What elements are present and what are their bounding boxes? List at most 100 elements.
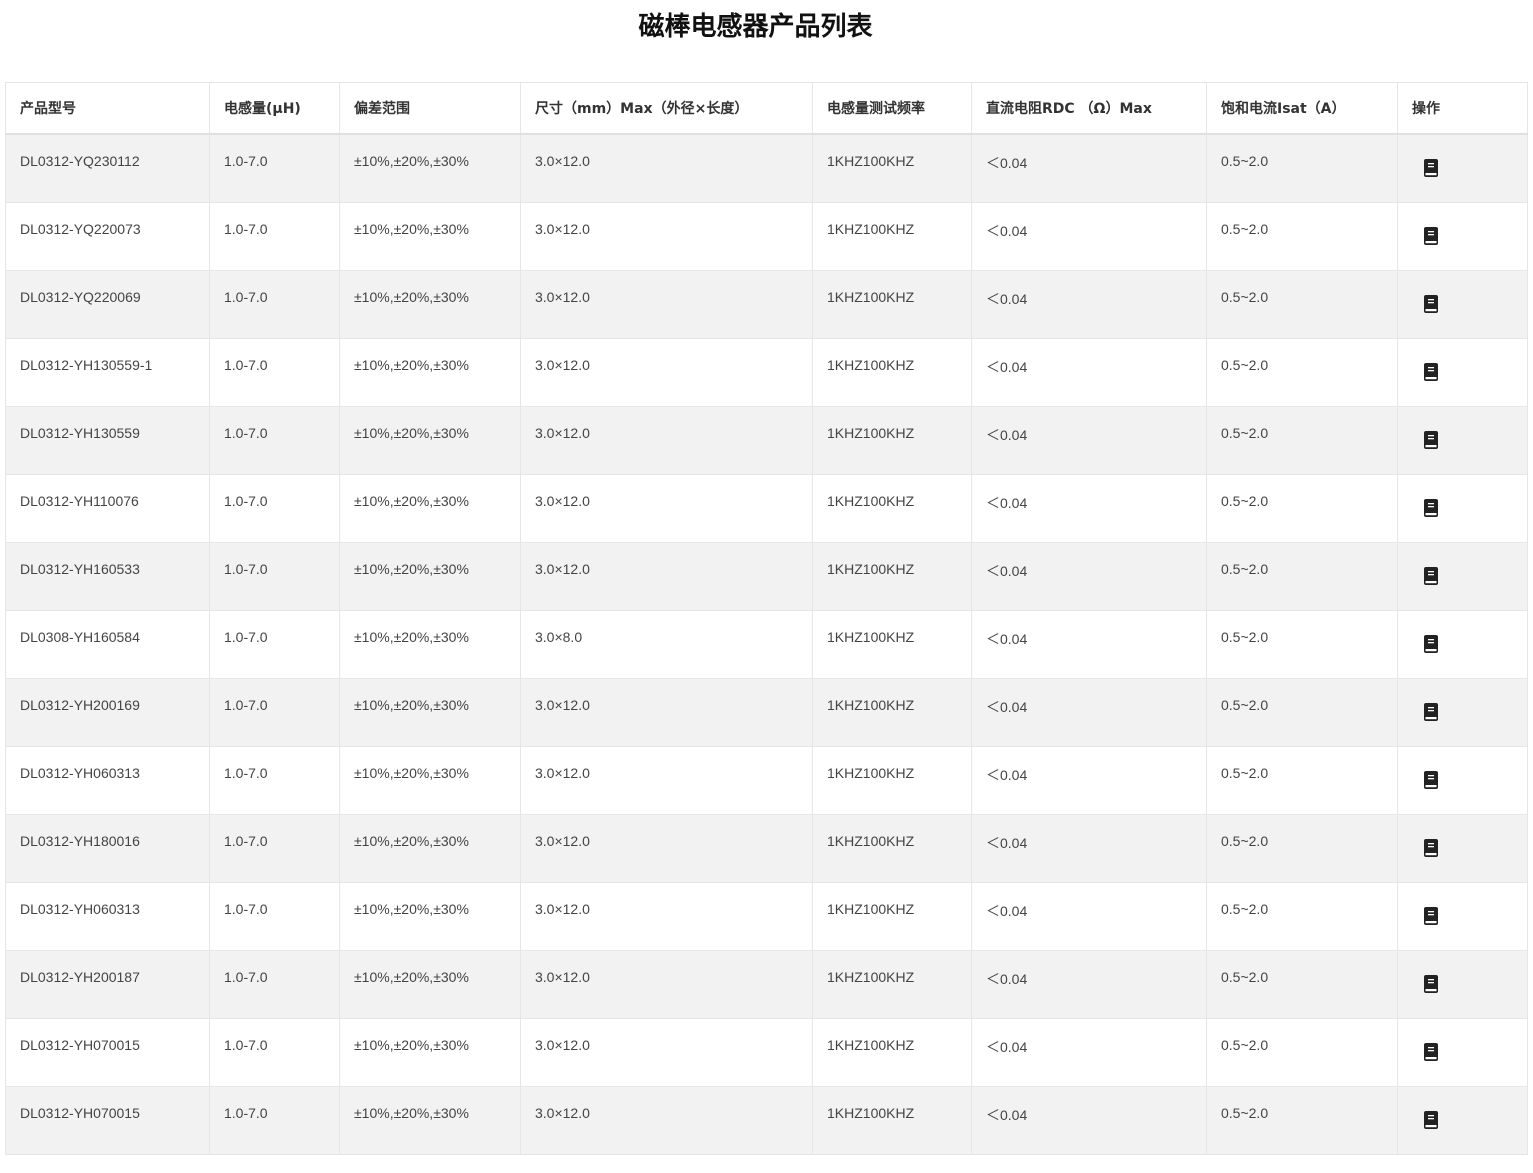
book-icon[interactable] xyxy=(1424,226,1438,245)
cell-inductance: 1.0-7.0 xyxy=(209,134,340,203)
cell-size: 3.0×12.0 xyxy=(520,406,813,475)
book-icon[interactable] xyxy=(1424,838,1438,857)
book-icon[interactable] xyxy=(1424,498,1438,517)
cell-size: 3.0×12.0 xyxy=(520,950,813,1019)
cell-saturation-current: 0.5~2.0 xyxy=(1206,746,1398,815)
cell-test-frequency: 1KHZ100KHZ xyxy=(812,1086,972,1155)
cell-tolerance: ±10%,±20%,±30% xyxy=(339,202,521,271)
cell-size: 3.0×12.0 xyxy=(520,678,813,747)
cell-test-frequency: 1KHZ100KHZ xyxy=(812,610,972,679)
table-row: DL0312-YH180016 1.0-7.0 ±10%,±20%,±30% 3.0×… xyxy=(5,814,1528,883)
cell-size: 3.0×12.0 xyxy=(520,542,813,611)
cell-action xyxy=(1397,882,1528,951)
table-header: 产品型号 电感量(μH) 偏差范围 尺寸（mm）Max（外径×长度） 电感量测试频率 直流… xyxy=(5,82,1528,135)
cell-inductance: 1.0-7.0 xyxy=(209,542,340,611)
table-row: DL0312-YH070015 1.0-7.0 ±10%,±20%,±30% 3.0×… xyxy=(5,1018,1528,1087)
cell-inductance: 1.0-7.0 xyxy=(209,202,340,271)
book-icon[interactable] xyxy=(1424,1042,1438,1061)
cell-product-model: DL0312-YQ220069 xyxy=(5,270,210,339)
table-row: DL0308-YH160584 1.0-7.0 ±10%,±20%,±30% 3.0×… xyxy=(5,610,1528,679)
cell-tolerance: ±10%,±20%,±30% xyxy=(339,270,521,339)
cell-tolerance: ±10%,±20%,±30% xyxy=(339,814,521,883)
cell-tolerance: ±10%,±20%,±30% xyxy=(339,134,521,203)
cell-inductance: 1.0-7.0 xyxy=(209,474,340,543)
table-row: DL0312-YH070015 1.0-7.0 ±10%,±20%,±30% 3.0×… xyxy=(5,1086,1528,1155)
cell-dc-resistance: ＜0.04 xyxy=(971,950,1207,1019)
cell-product-model: DL0312-YH070015 xyxy=(5,1086,210,1155)
cell-size: 3.0×12.0 xyxy=(520,1086,813,1155)
cell-test-frequency: 1KHZ100KHZ xyxy=(812,202,972,271)
cell-action xyxy=(1397,814,1528,883)
cell-action xyxy=(1397,1086,1528,1155)
cell-dc-resistance: ＜0.04 xyxy=(971,202,1207,271)
cell-tolerance: ±10%,±20%,±30% xyxy=(339,1018,521,1087)
cell-saturation-current: 0.5~2.0 xyxy=(1206,474,1398,543)
cell-tolerance: ±10%,±20%,±30% xyxy=(339,474,521,543)
cell-size: 3.0×12.0 xyxy=(520,202,813,271)
cell-test-frequency: 1KHZ100KHZ xyxy=(812,474,972,543)
book-icon[interactable] xyxy=(1424,294,1438,313)
cell-size: 3.0×12.0 xyxy=(520,338,813,407)
table-row: DL0312-YH200169 1.0-7.0 ±10%,±20%,±30% 3.0×… xyxy=(5,678,1528,747)
cell-test-frequency: 1KHZ100KHZ xyxy=(812,746,972,815)
cell-dc-resistance: ＜0.04 xyxy=(971,1018,1207,1087)
cell-dc-resistance: ＜0.04 xyxy=(971,610,1207,679)
column-header-tolerance: 偏差范围 xyxy=(339,82,521,135)
cell-size: 3.0×12.0 xyxy=(520,134,813,203)
cell-action xyxy=(1397,678,1528,747)
cell-action xyxy=(1397,338,1528,407)
cell-dc-resistance: ＜0.04 xyxy=(971,882,1207,951)
cell-test-frequency: 1KHZ100KHZ xyxy=(812,338,972,407)
table-row: DL0312-YQ220069 1.0-7.0 ±10%,±20%,±30% 3.0×… xyxy=(5,270,1528,339)
book-icon[interactable] xyxy=(1424,906,1438,925)
cell-dc-resistance: ＜0.04 xyxy=(971,134,1207,203)
cell-action xyxy=(1397,202,1528,271)
table-row: DL0312-YH160533 1.0-7.0 ±10%,±20%,±30% 3.0×… xyxy=(5,542,1528,611)
cell-test-frequency: 1KHZ100KHZ xyxy=(812,406,972,475)
cell-size: 3.0×12.0 xyxy=(520,474,813,543)
cell-inductance: 1.0-7.0 xyxy=(209,746,340,815)
cell-saturation-current: 0.5~2.0 xyxy=(1206,134,1398,203)
cell-test-frequency: 1KHZ100KHZ xyxy=(812,814,972,883)
cell-saturation-current: 0.5~2.0 xyxy=(1206,1086,1398,1155)
book-icon[interactable] xyxy=(1424,159,1438,177)
cell-test-frequency: 1KHZ100KHZ xyxy=(812,950,972,1019)
cell-saturation-current: 0.5~2.0 xyxy=(1206,202,1398,271)
cell-product-model: DL0312-YH130559 xyxy=(5,406,210,475)
book-icon[interactable] xyxy=(1424,770,1438,789)
cell-saturation-current: 0.5~2.0 xyxy=(1206,814,1398,883)
column-header-inductance: 电感量(μH) xyxy=(209,82,340,135)
table-row: DL0312-YQ220073 1.0-7.0 ±10%,±20%,±30% 3.0×… xyxy=(5,202,1528,271)
column-header-product-model: 产品型号 xyxy=(5,82,210,135)
book-icon[interactable] xyxy=(1424,430,1438,449)
book-icon[interactable] xyxy=(1424,1110,1438,1129)
book-icon[interactable] xyxy=(1424,362,1438,381)
cell-inductance: 1.0-7.0 xyxy=(209,406,340,475)
cell-test-frequency: 1KHZ100KHZ xyxy=(812,270,972,339)
column-header-action: 操作 xyxy=(1397,82,1528,135)
cell-saturation-current: 0.5~2.0 xyxy=(1206,406,1398,475)
column-header-test-frequency: 电感量测试频率 xyxy=(812,82,972,135)
cell-dc-resistance: ＜0.04 xyxy=(971,474,1207,543)
cell-dc-resistance: ＜0.04 xyxy=(971,338,1207,407)
cell-test-frequency: 1KHZ100KHZ xyxy=(812,678,972,747)
book-icon[interactable] xyxy=(1424,974,1438,993)
cell-product-model: DL0312-YH110076 xyxy=(5,474,210,543)
cell-tolerance: ±10%,±20%,±30% xyxy=(339,610,521,679)
book-icon[interactable] xyxy=(1424,566,1438,585)
table-row: DL0312-YH130559 1.0-7.0 ±10%,±20%,±30% 3.0×… xyxy=(5,406,1528,475)
cell-product-model: DL0312-YH200169 xyxy=(5,678,210,747)
book-icon[interactable] xyxy=(1424,702,1438,721)
column-header-saturation-current: 饱和电流Isat（A） xyxy=(1206,82,1398,135)
cell-tolerance: ±10%,±20%,±30% xyxy=(339,950,521,1019)
book-icon[interactable] xyxy=(1424,634,1438,653)
cell-dc-resistance: ＜0.04 xyxy=(971,542,1207,611)
cell-tolerance: ±10%,±20%,±30% xyxy=(339,1086,521,1155)
cell-saturation-current: 0.5~2.0 xyxy=(1206,542,1398,611)
table-row: DL0312-YH060313 1.0-7.0 ±10%,±20%,±30% 3.0×… xyxy=(5,746,1528,815)
cell-saturation-current: 0.5~2.0 xyxy=(1206,610,1398,679)
cell-action xyxy=(1397,950,1528,1019)
cell-inductance: 1.0-7.0 xyxy=(209,814,340,883)
cell-test-frequency: 1KHZ100KHZ xyxy=(812,542,972,611)
cell-tolerance: ±10%,±20%,±30% xyxy=(339,542,521,611)
